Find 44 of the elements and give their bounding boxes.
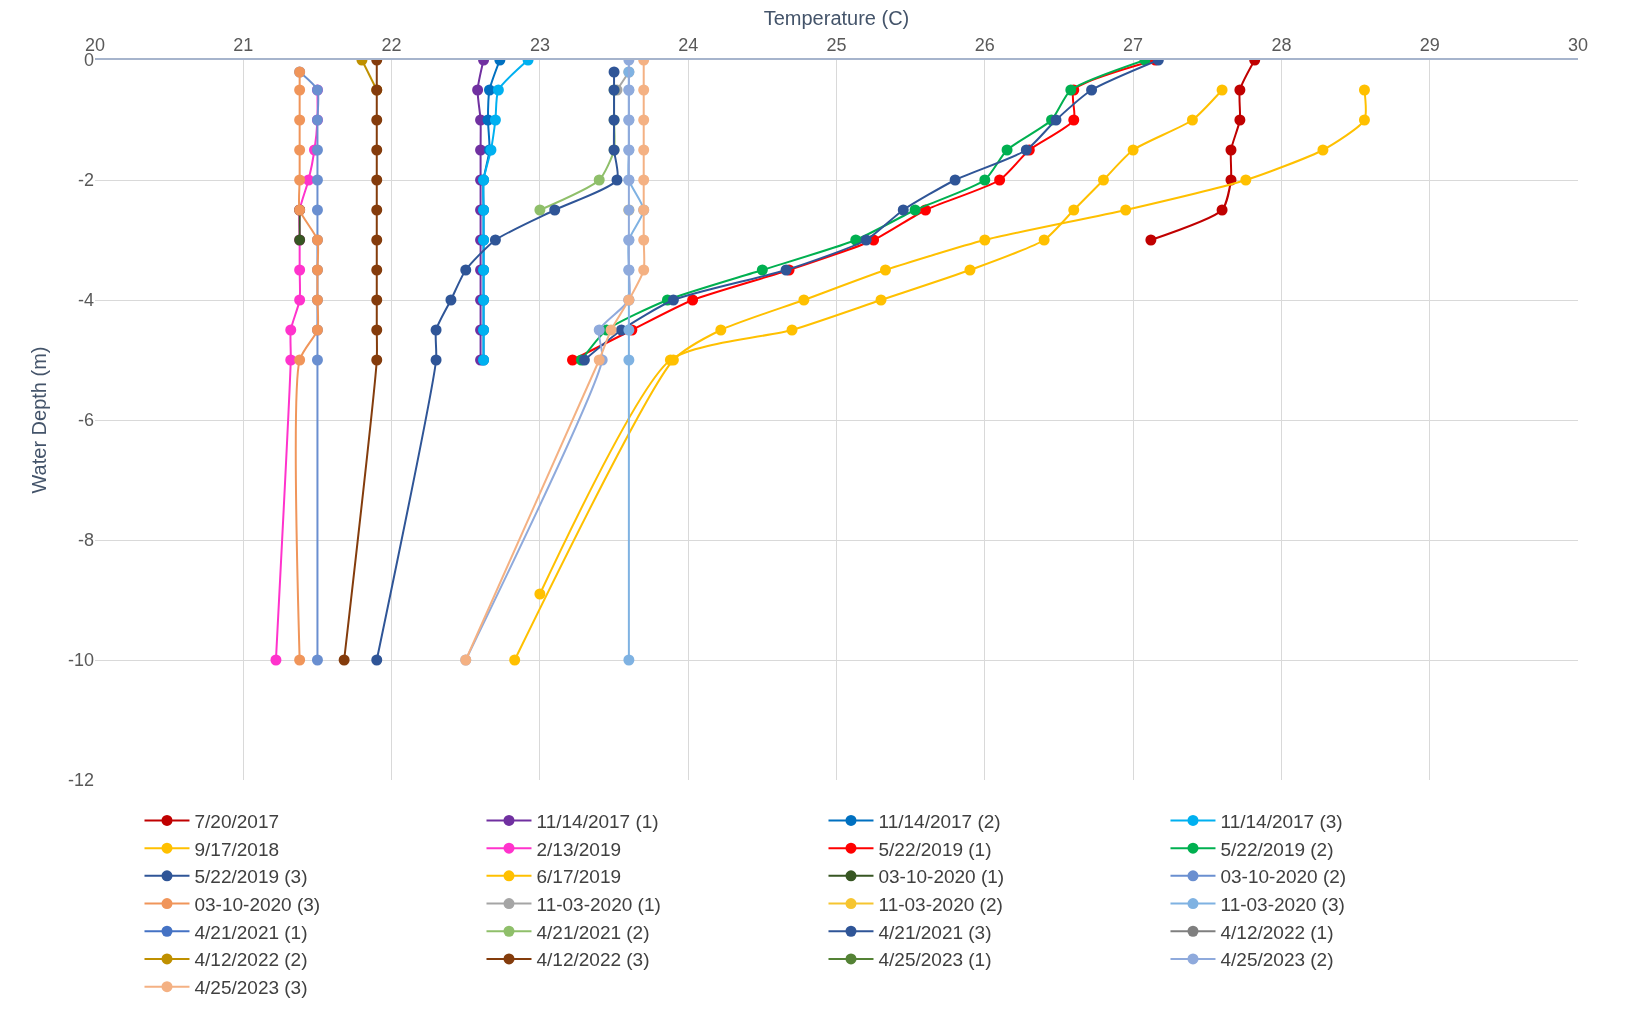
legend-label: 11/14/2017 (3) xyxy=(1220,810,1343,832)
legend-label: 2/13/2019 xyxy=(536,838,622,860)
legend-label: 5/22/2019 (3) xyxy=(194,866,308,888)
legend-label: 4/25/2023 (3) xyxy=(194,977,308,999)
legend-label: 4/12/2022 (1) xyxy=(1220,921,1334,943)
legend-label: 11-03-2020 (2) xyxy=(878,893,1003,915)
legend-label: 4/12/2022 (2) xyxy=(194,949,308,971)
x-tick-label: 23 xyxy=(529,34,550,55)
legend-label: 4/21/2021 (1) xyxy=(194,921,308,943)
y-tick-label: -10 xyxy=(67,650,94,671)
legend-label: 4/12/2022 (3) xyxy=(536,949,650,971)
legend-label: 6/17/2019 xyxy=(536,866,622,888)
legend-label: 4/21/2021 (3) xyxy=(878,921,992,943)
legend-label: 03-10-2020 (3) xyxy=(194,893,321,915)
y-tick-label: -12 xyxy=(67,770,94,791)
legend-label: 11-03-2020 (1) xyxy=(536,893,661,915)
y-tick-label: -2 xyxy=(77,170,94,191)
legend-label: 11-03-2020 (3) xyxy=(1220,893,1345,915)
legend-label: 11/14/2017 (1) xyxy=(536,810,659,832)
legend-label: 03-10-2020 (1) xyxy=(878,866,1005,888)
x-tick-label: 27 xyxy=(1123,34,1144,55)
legend-label: 4/25/2023 (1) xyxy=(878,949,992,971)
x-tick-label: 22 xyxy=(381,34,402,55)
y-tick-label: 0 xyxy=(83,50,94,71)
legend-label: 4/25/2023 (2) xyxy=(1220,949,1334,971)
legend-label: 03-10-2020 (2) xyxy=(1220,866,1347,888)
legend-label: 5/22/2019 (2) xyxy=(1220,838,1334,860)
x-tick-label: 29 xyxy=(1419,34,1440,55)
legend-label: 5/22/2019 (1) xyxy=(878,838,992,860)
y-tick-label: -8 xyxy=(77,530,94,551)
x-tick-label: 30 xyxy=(1567,34,1589,55)
legend-label: 7/20/2017 xyxy=(194,810,280,832)
y-tick-label: -4 xyxy=(77,290,94,311)
x-tick-label: 25 xyxy=(826,34,847,55)
y-tick-label: -6 xyxy=(77,410,94,431)
legend-label: 9/17/2018 xyxy=(194,838,280,860)
x-tick-label: 24 xyxy=(678,34,699,55)
y-axis-title: Water Depth (m) xyxy=(28,346,51,494)
legend-label: 4/21/2021 (2) xyxy=(536,921,650,943)
x-tick-label: 21 xyxy=(233,34,254,55)
legend-label: 11/14/2017 (2) xyxy=(878,810,1001,832)
x-tick-label: 26 xyxy=(974,34,995,55)
x-tick-label: 28 xyxy=(1271,34,1292,55)
x-axis-title: Temperature (C) xyxy=(763,6,910,29)
